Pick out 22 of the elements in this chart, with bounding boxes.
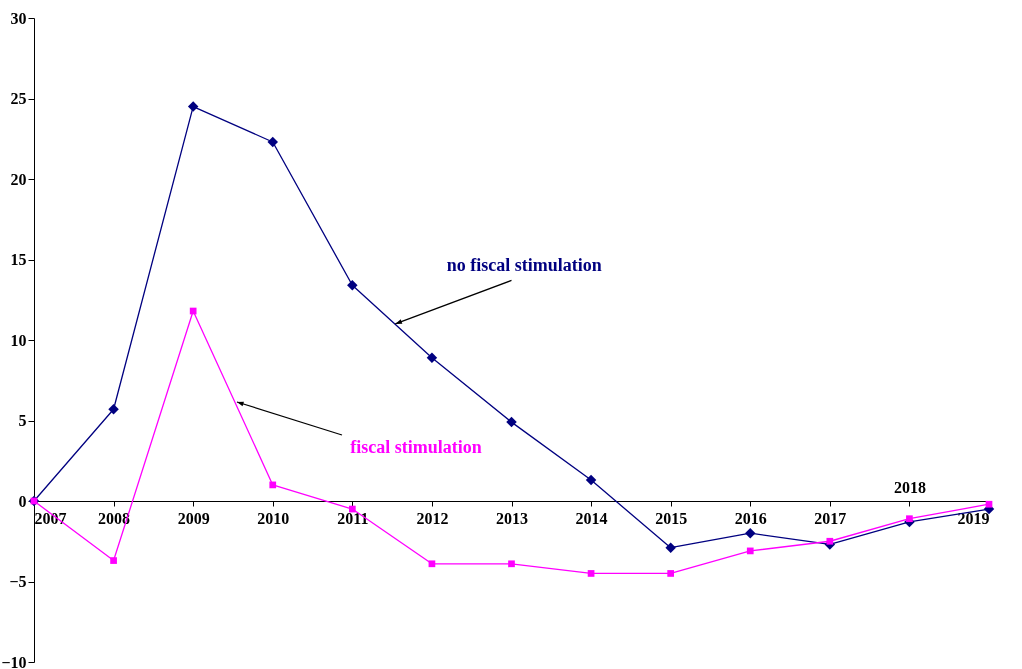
y-tick-label: −10 [1,653,27,669]
y-tick-label: 15 [10,251,27,268]
y-tick-label: 5 [18,412,27,429]
text: no fiscal stimulation [446,254,602,275]
x-tick-label: 2015 [655,509,688,527]
x-tick-label: 2010 [257,509,290,527]
x-tick-label: 2014 [575,509,608,527]
y-tick-label: 10 [10,331,27,349]
text: fiscal stimulation [350,436,482,457]
x-tick-label: 2009 [177,509,210,527]
y-tick-label: 30 [10,9,27,27]
y-tick-label: 25 [10,90,27,107]
x-tick-label: 2017 [814,509,847,527]
x-tick-label: 2011 [337,509,369,527]
y-tick-label: −5 [9,573,27,590]
x-tick-label: 2012 [416,509,449,527]
x-tick-label: 2019 [957,509,990,527]
y-tick-label: 20 [10,170,27,188]
x-tick-label: 2018 [893,478,926,496]
x-tick-label: 2013 [496,509,528,527]
x-tick-label: 2016 [734,509,767,527]
y-tick-label: 0 [18,492,27,510]
